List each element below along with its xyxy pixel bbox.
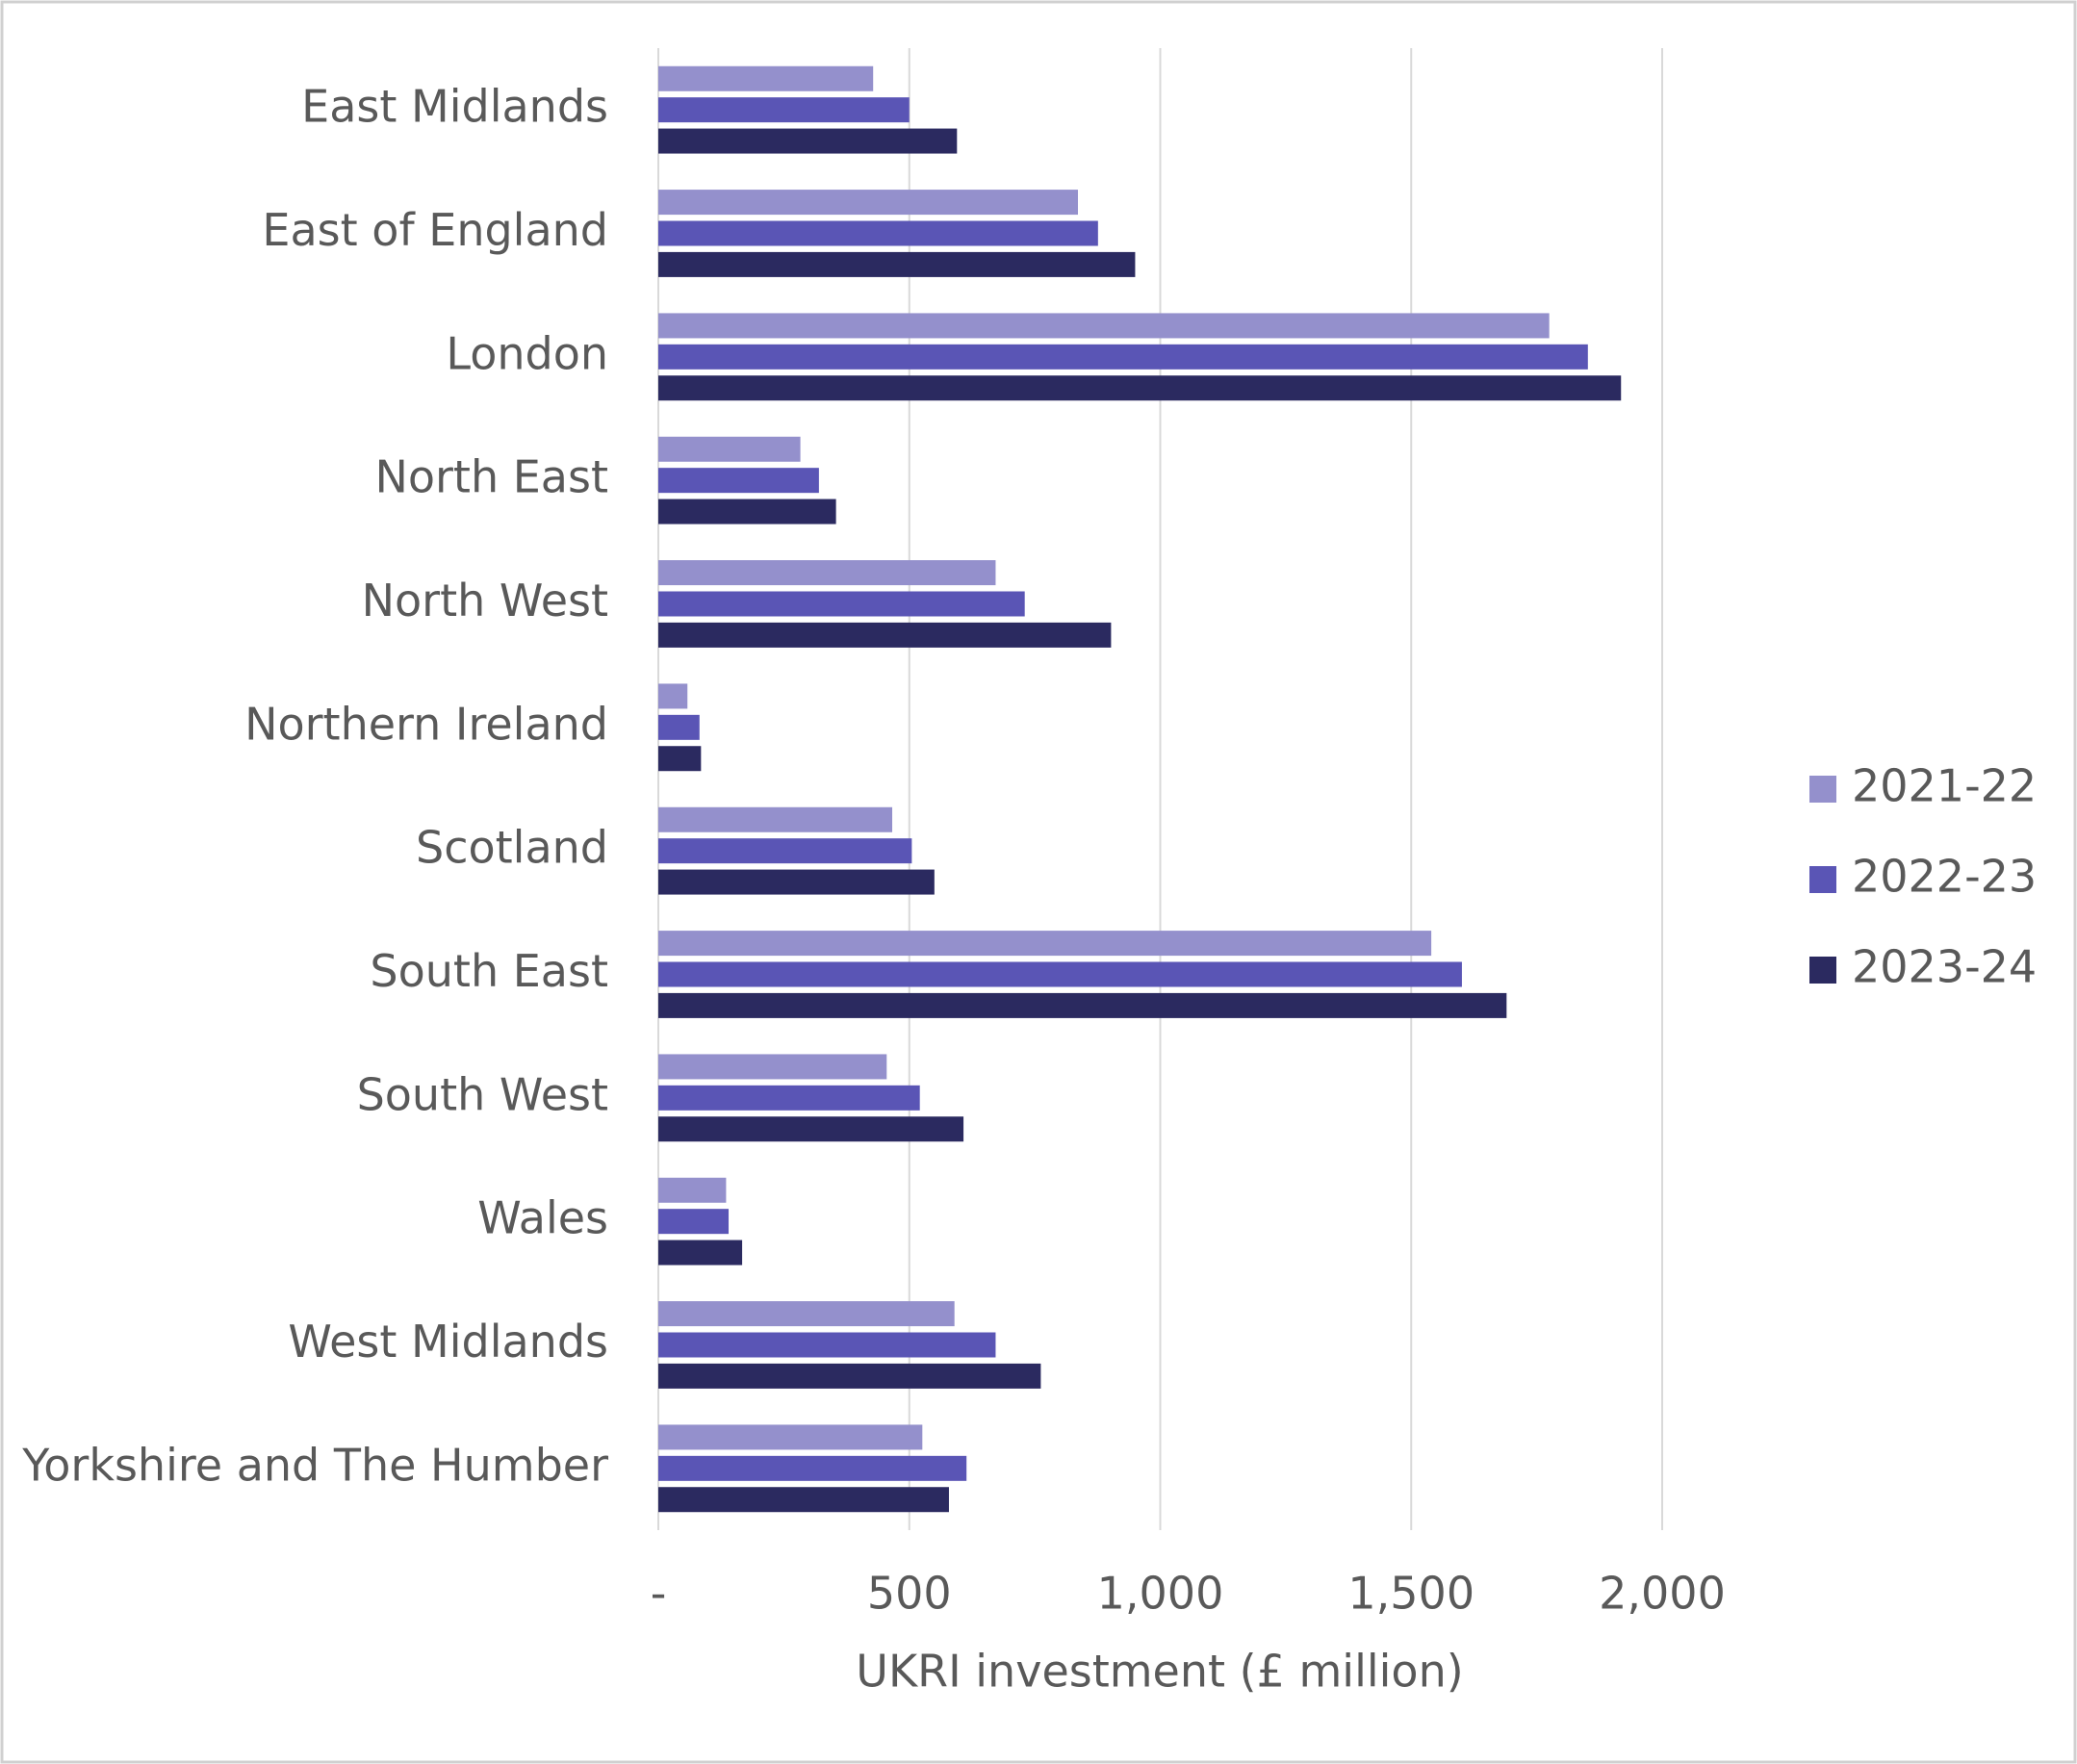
y-tick-label: North West	[362, 575, 608, 626]
bar	[658, 746, 702, 772]
bar	[658, 1424, 923, 1450]
bar	[658, 992, 1507, 1018]
legend-label: 2021-22	[1852, 760, 2037, 812]
bar	[658, 128, 958, 154]
y-tick-label: Yorkshire and The Humber	[21, 1439, 608, 1491]
legend-label: 2023-24	[1852, 941, 2037, 993]
bar	[658, 251, 1136, 277]
bar	[658, 499, 836, 524]
bar	[658, 1116, 964, 1142]
bar	[658, 190, 1078, 216]
y-tick-label: North East	[374, 451, 608, 503]
bar	[658, 1363, 1041, 1389]
x-tick-label: -	[651, 1568, 667, 1620]
legend-label: 2022-23	[1852, 851, 2037, 903]
bar	[658, 1301, 955, 1327]
x-tick-label: 2,000	[1599, 1568, 1726, 1620]
bar	[658, 344, 1588, 370]
x-tick-label: 1,500	[1347, 1568, 1474, 1620]
bar	[658, 65, 874, 91]
legend-swatch	[1809, 957, 1836, 984]
legend-swatch	[1809, 866, 1836, 893]
bar	[658, 560, 996, 586]
bar	[658, 1487, 949, 1513]
x-tick-label: 500	[867, 1568, 952, 1620]
bar	[658, 97, 910, 123]
bar	[658, 436, 801, 462]
bar	[658, 806, 893, 832]
bar	[658, 591, 1025, 617]
y-tick-label: Wales	[477, 1192, 608, 1244]
bar	[658, 468, 819, 494]
bar	[658, 220, 1098, 246]
bar	[658, 313, 1550, 339]
y-tick-label: London	[446, 327, 608, 379]
y-tick-label: East Midlands	[301, 81, 608, 133]
bar	[658, 1455, 967, 1481]
bar	[658, 869, 935, 895]
y-tick-label: West Midlands	[288, 1316, 608, 1368]
bar	[658, 1240, 743, 1265]
legend-swatch	[1809, 776, 1836, 803]
bar	[658, 1085, 920, 1111]
y-tick-label: South East	[370, 945, 608, 997]
y-tick-label: South West	[357, 1068, 608, 1120]
x-axis-title: UKRI investment (£ million)	[856, 1646, 1463, 1698]
bar	[658, 931, 1432, 957]
y-tick-label: East of England	[262, 204, 608, 256]
bar	[658, 1332, 996, 1358]
bar	[658, 1054, 887, 1080]
bar	[658, 714, 700, 740]
bar	[658, 1209, 730, 1235]
bar	[658, 1177, 727, 1203]
bar	[658, 683, 688, 709]
bar	[658, 838, 912, 864]
bar	[658, 961, 1462, 987]
bar	[658, 622, 1112, 648]
y-tick-label: Northern Ireland	[244, 698, 608, 750]
y-tick-label: Scotland	[416, 822, 608, 874]
bar	[658, 375, 1622, 401]
x-tick-label: 1,000	[1097, 1568, 1224, 1620]
